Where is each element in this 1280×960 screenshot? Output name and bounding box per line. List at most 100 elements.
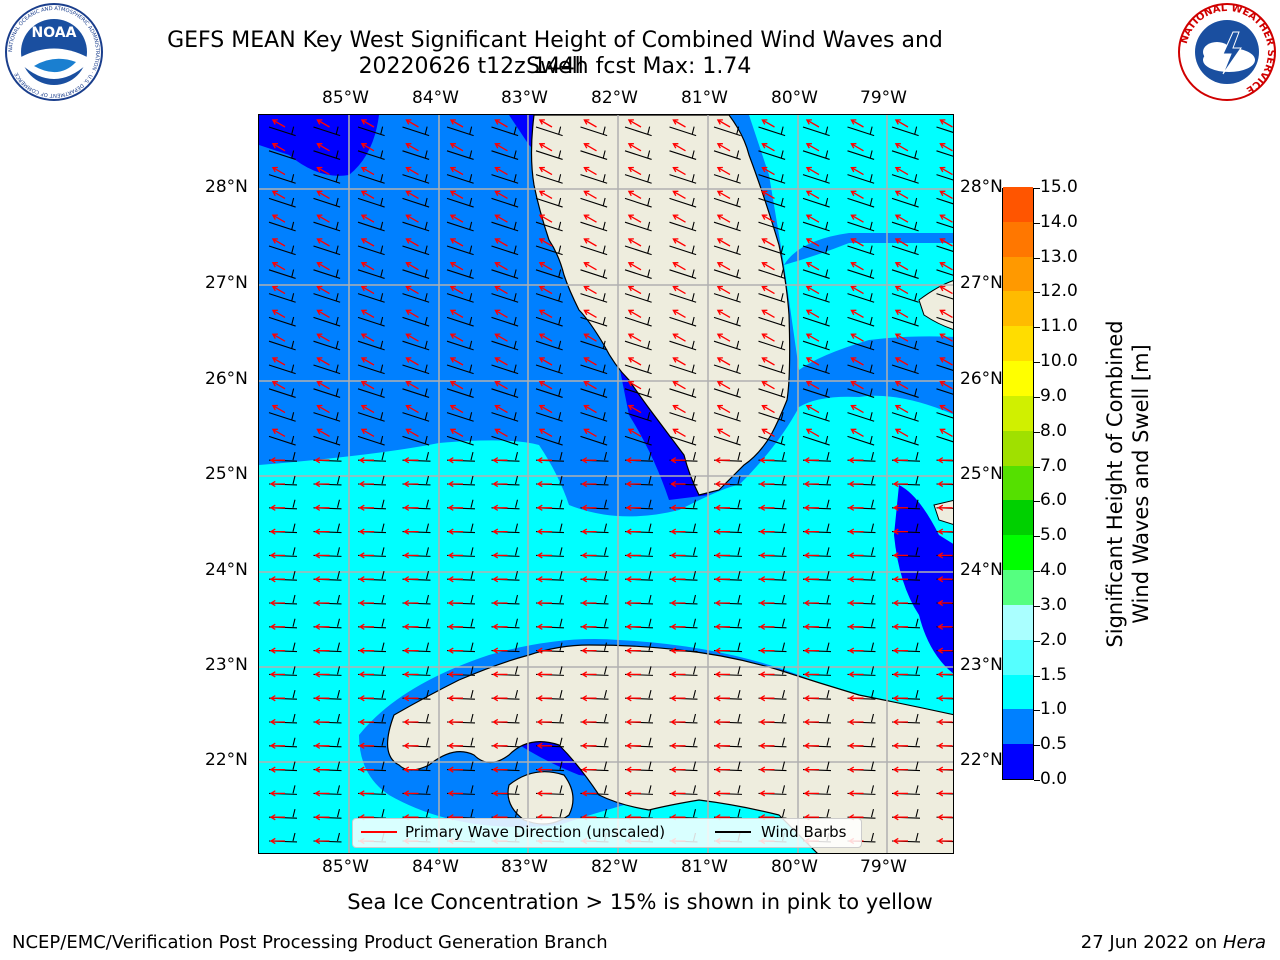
colorbar-tickmark [1034, 362, 1040, 364]
wave-direction-arrow [405, 309, 419, 318]
wave-direction-arrow [803, 552, 819, 559]
wave-direction-arrow [403, 576, 419, 583]
wave-direction-arrow [358, 504, 374, 511]
colorbar-segment [1003, 395, 1033, 431]
wind-barb [624, 174, 652, 184]
wind-barb [402, 316, 430, 327]
colorbar-tickmark [1034, 222, 1040, 224]
wave-direction-arrow [271, 285, 286, 295]
wave-direction-arrow [536, 671, 552, 678]
wave-direction-arrow [403, 623, 419, 630]
wave-direction-arrow [583, 357, 597, 366]
wave-direction-arrow [625, 599, 641, 607]
colorbar-segment [1003, 360, 1033, 396]
wave-direction-arrow [538, 404, 553, 414]
wave-direction-arrow [939, 214, 953, 223]
wave-direction-arrow [314, 718, 330, 726]
wind-barb [313, 340, 341, 351]
wave-direction-arrow [670, 647, 686, 654]
wave-direction-arrow [358, 528, 374, 535]
wave-direction-arrow [627, 166, 642, 176]
wave-direction-arrow [271, 428, 286, 437]
wind-barb [535, 197, 563, 208]
wave-direction-arrow [714, 766, 730, 773]
colorbar-segment [1003, 256, 1033, 292]
wind-barb [891, 245, 919, 256]
wave-direction-arrow [894, 309, 909, 318]
wave-direction-arrow [714, 671, 730, 678]
wave-direction-arrow [805, 404, 820, 414]
wind-barb [891, 364, 919, 375]
wave-direction-arrow [360, 119, 375, 128]
wind-barb [357, 388, 385, 398]
colorbar-tick-label: 7.0 [1040, 455, 1068, 476]
map-panel[interactable] [258, 114, 954, 854]
wave-direction-arrow [581, 457, 597, 464]
wave-direction-arrow [449, 214, 464, 223]
colorbar-tick-label: 11.0 [1040, 316, 1078, 337]
wave-direction-arrow [538, 190, 553, 199]
wind-barb [491, 364, 519, 375]
wave-direction-arrow [403, 504, 419, 511]
wave-direction-arrow [892, 814, 908, 821]
wave-direction-arrow [625, 766, 641, 773]
wave-direction-arrow [316, 333, 330, 342]
wave-direction-arrow [805, 166, 820, 176]
wind-barb [446, 221, 474, 232]
wave-direction-arrow [716, 381, 731, 390]
wave-direction-arrow [714, 695, 730, 702]
wind-barb [357, 340, 385, 351]
lon-label-bottom: 85°W [322, 857, 369, 877]
wind-barb [713, 174, 741, 184]
wave-direction-arrow [759, 480, 775, 488]
wave-direction-arrow [759, 766, 775, 773]
wave-direction-arrow [447, 480, 463, 488]
wave-direction-arrow [269, 576, 285, 583]
wave-direction-arrow [447, 671, 463, 678]
colorbar-tick-label: 2.0 [1040, 629, 1068, 650]
wave-direction-arrow [538, 214, 553, 223]
colorbar-tick-label: 8.0 [1040, 420, 1068, 441]
wind-barb [936, 126, 953, 133]
wave-direction-arrow [536, 718, 552, 726]
wave-direction-arrow [403, 599, 419, 607]
wave-direction-arrow [583, 309, 597, 318]
wave-direction-arrow [314, 814, 330, 821]
wave-direction-arrow [271, 333, 286, 342]
wave-direction-arrow [761, 238, 775, 247]
wave-direction-arrow [625, 504, 641, 511]
wave-direction-arrow [449, 357, 464, 366]
wave-direction-arrow [536, 504, 552, 511]
wave-direction-arrow [850, 214, 864, 223]
wave-direction-arrow [672, 166, 686, 176]
wave-direction-arrow [848, 480, 864, 488]
wave-direction-arrow [447, 647, 463, 654]
wave-direction-arrow [271, 119, 286, 128]
wave-direction-arrow [358, 576, 374, 583]
wind-barb [446, 126, 474, 137]
wave-direction-arrow [358, 647, 374, 654]
colorbar-segment [1003, 430, 1033, 466]
wave-direction-arrow [269, 695, 285, 702]
wind-barb [357, 269, 385, 279]
wind-barb [313, 150, 341, 160]
colorbar-tick-label: 15.0 [1040, 177, 1078, 197]
wave-direction-arrow [625, 790, 641, 797]
wind-barb [669, 412, 697, 422]
wave-direction-arrow [894, 238, 909, 247]
wind-barb [758, 174, 786, 184]
wind-barb [535, 340, 563, 351]
wave-direction-arrow [447, 576, 463, 583]
wave-direction-arrow [581, 504, 597, 511]
wave-direction-arrow [937, 623, 953, 630]
colorbar-tick-label: 4.0 [1040, 560, 1068, 581]
wind-barb [491, 412, 519, 422]
wave-direction-arrow [848, 671, 864, 678]
wind-barb [313, 174, 341, 184]
wave-direction-arrow [761, 333, 775, 342]
wind-barb [847, 126, 875, 137]
wave-direction-arrow [759, 695, 775, 702]
wave-direction-arrow [625, 695, 641, 702]
wave-band-1-1.5-north [749, 115, 953, 265]
wave-direction-arrow [850, 262, 864, 271]
